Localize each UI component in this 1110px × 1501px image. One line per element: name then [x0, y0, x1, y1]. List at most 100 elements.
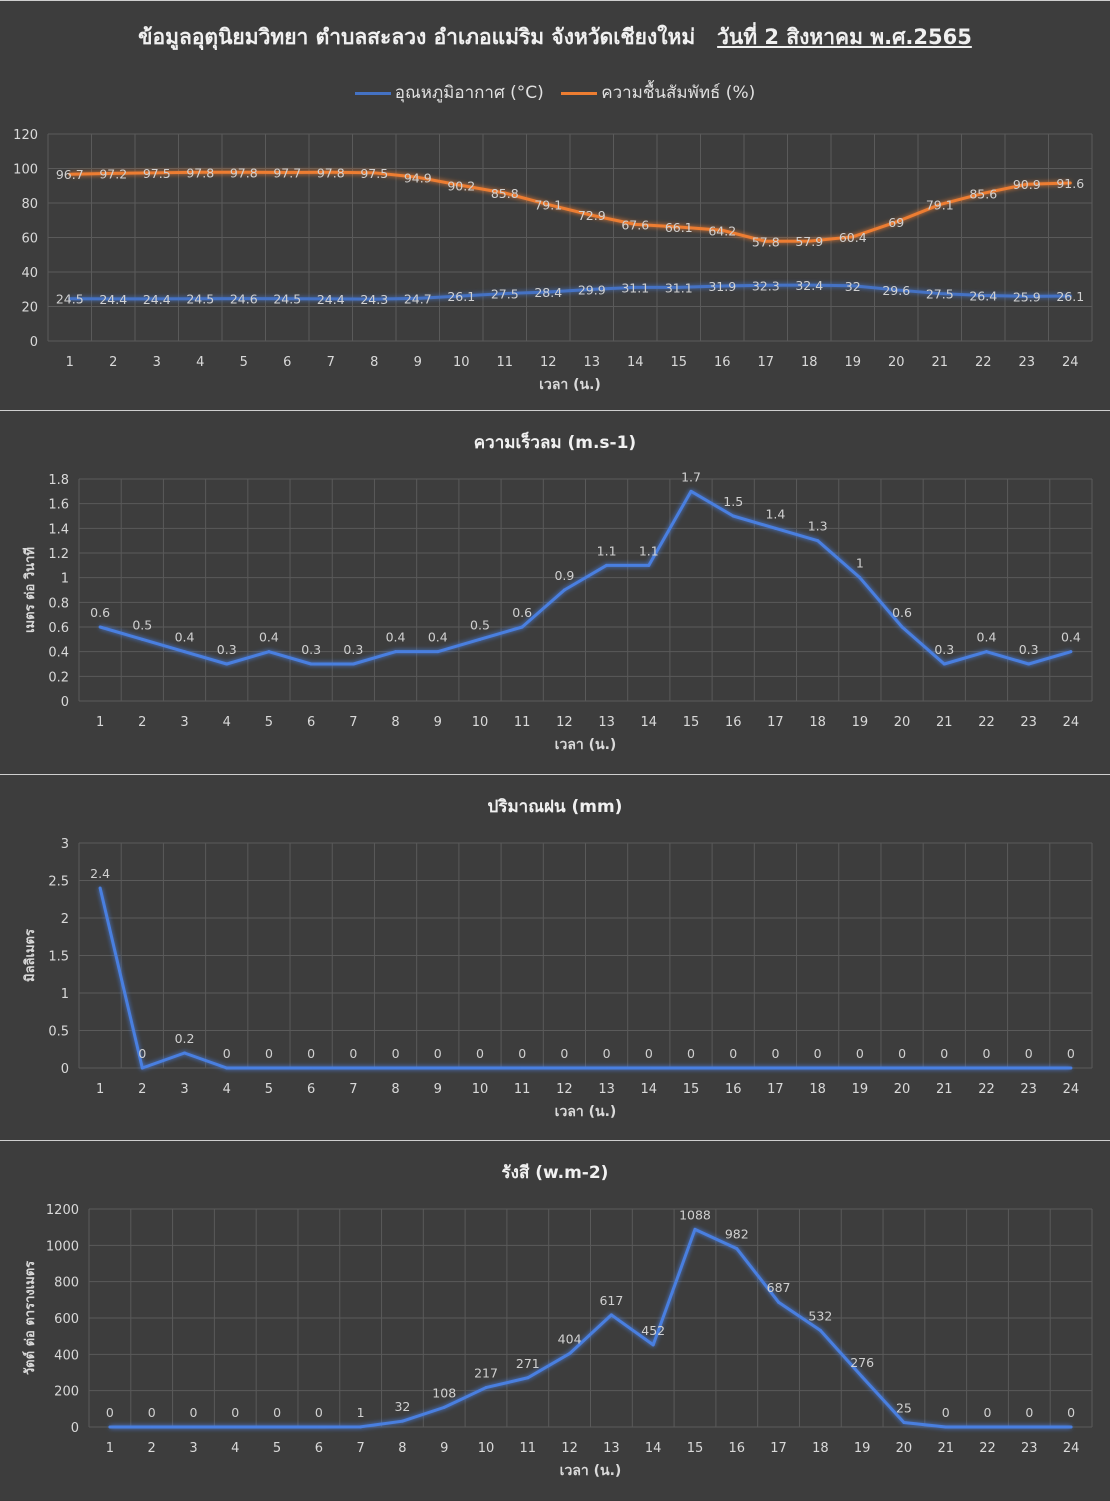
- data-point: [108, 1425, 112, 1429]
- data-point: [394, 1066, 398, 1070]
- legend-item-temp: อุณหภูมิอากาศ (°C): [354, 79, 544, 106]
- data-point: [900, 625, 904, 629]
- data-label: 0: [942, 1405, 950, 1420]
- data-point: [1069, 650, 1073, 654]
- data-point: [242, 297, 246, 301]
- x-tick-label: 13: [583, 355, 600, 370]
- data-point: [860, 1375, 864, 1379]
- x-tick-label: 17: [757, 355, 774, 370]
- data-point: [459, 294, 463, 298]
- data-label: 0: [603, 1046, 611, 1061]
- data-label: 1.5: [723, 494, 743, 509]
- data-label: 0.4: [259, 630, 279, 645]
- x-tick-label: 15: [683, 715, 700, 730]
- y-tick-label: 2.5: [48, 875, 69, 890]
- x-tick-label: 23: [1020, 1082, 1037, 1097]
- data-label: 0.3: [343, 642, 363, 657]
- data-point: [720, 228, 724, 232]
- x-tick-label: 17: [767, 715, 784, 730]
- x-tick-label: 16: [714, 355, 731, 370]
- data-point: [520, 1066, 524, 1070]
- data-label: 0: [1025, 1405, 1033, 1420]
- x-tick-label: 20: [896, 1441, 913, 1456]
- x-tick-label: 13: [598, 1082, 615, 1097]
- data-label: 0.3: [217, 642, 237, 657]
- data-label: 91.6: [1056, 176, 1084, 191]
- y-tick-label: 600: [54, 1312, 79, 1327]
- data-point: [1068, 181, 1072, 185]
- x-tick-label: 12: [540, 355, 557, 370]
- data-label: 1088: [679, 1207, 711, 1222]
- x-tick-label: 18: [809, 1082, 826, 1097]
- x-tick-label: 12: [561, 1441, 578, 1456]
- x-tick-label: 19: [852, 1082, 869, 1097]
- data-point: [764, 239, 768, 243]
- data-label: 0: [148, 1405, 156, 1420]
- data-point: [317, 1425, 321, 1429]
- data-label: 0.4: [428, 630, 448, 645]
- data-point: [242, 170, 246, 174]
- y-tick-label: 0.6: [48, 621, 69, 636]
- x-tick-label: 17: [767, 1082, 784, 1097]
- data-point: [155, 297, 159, 301]
- series-line-1: [109, 1227, 1072, 1429]
- x-tick-label: 24: [1063, 1082, 1080, 1097]
- x-tick-label: 23: [1021, 1441, 1038, 1456]
- data-label: 0: [560, 1046, 568, 1061]
- data-point: [777, 1300, 781, 1304]
- x-axis-label: เวลา (น.): [560, 1463, 622, 1479]
- data-point: [267, 1066, 271, 1070]
- data-label: 0: [518, 1046, 526, 1061]
- data-point: [546, 290, 550, 294]
- data-point: [416, 296, 420, 300]
- data-point: [942, 1066, 946, 1070]
- y-tick-label: 120: [13, 128, 38, 143]
- x-tick-label: 11: [496, 355, 513, 370]
- y-tick-label: 3: [61, 837, 69, 852]
- chart-title-location: ข้อมูลอุตุนิยมวิทยา ตำบลสะลวง อำเภอแม่ริ…: [138, 25, 696, 49]
- data-point: [858, 576, 862, 580]
- y-tick-label: 60: [21, 232, 38, 247]
- data-label: 0: [265, 1046, 273, 1061]
- data-point: [900, 1066, 904, 1070]
- data-label: 90.9: [1013, 177, 1041, 192]
- x-tick-label: 19: [854, 1441, 871, 1456]
- x-tick-label: 4: [231, 1441, 239, 1456]
- y-tick-label: 20: [21, 301, 38, 316]
- x-tick-label: 21: [937, 1441, 954, 1456]
- x-tick-label: 22: [978, 1082, 995, 1097]
- data-point: [150, 1425, 154, 1429]
- data-label: 0: [856, 1046, 864, 1061]
- data-point: [651, 1343, 655, 1347]
- data-point: [111, 171, 115, 175]
- data-label: 0: [687, 1046, 695, 1061]
- data-label: 0: [1025, 1046, 1033, 1061]
- data-label: 1.7: [681, 469, 701, 484]
- y-tick-label: 0: [61, 1062, 69, 1077]
- x-axis-label: เวลา (น.): [555, 1104, 617, 1120]
- y-tick-label: 1.8: [48, 473, 69, 488]
- data-point: [773, 1066, 777, 1070]
- x-tick-label: 10: [472, 1082, 489, 1097]
- data-label: 24.5: [186, 292, 214, 307]
- data-point: [568, 1352, 572, 1356]
- data-label: 85.6: [969, 186, 997, 201]
- data-label: 0: [307, 1046, 315, 1061]
- data-point: [191, 1425, 195, 1429]
- chart-rain: 00.511.522.531 2 3 4 5 6 7 8 9 10 11 12 13 14 15 16 17 18…: [23, 837, 1093, 1120]
- y-axis-label: เมตร ต่อ วินาที: [22, 547, 38, 633]
- x-tick-label: 2: [148, 1441, 156, 1456]
- data-point: [359, 1425, 363, 1429]
- data-point: [155, 171, 159, 175]
- x-tick-label: 14: [627, 355, 644, 370]
- data-label: 0.3: [1019, 642, 1039, 657]
- chart-title-radiation: รังสี (w.m-2): [501, 1163, 609, 1183]
- chart-title-main: ข้อมูลอุตุนิยมวิทยา ตำบลสะลวง อำเภอแม่ริ…: [0, 21, 1110, 54]
- data-label: 0: [940, 1046, 948, 1061]
- y-tick-label: 1000: [46, 1239, 79, 1254]
- data-point: [111, 297, 115, 301]
- data-label: 0: [273, 1405, 281, 1420]
- chart-title-rain: ปริมาณฝน (mm): [487, 797, 623, 817]
- x-tick-label: 11: [514, 1082, 531, 1097]
- data-point: [609, 1313, 613, 1317]
